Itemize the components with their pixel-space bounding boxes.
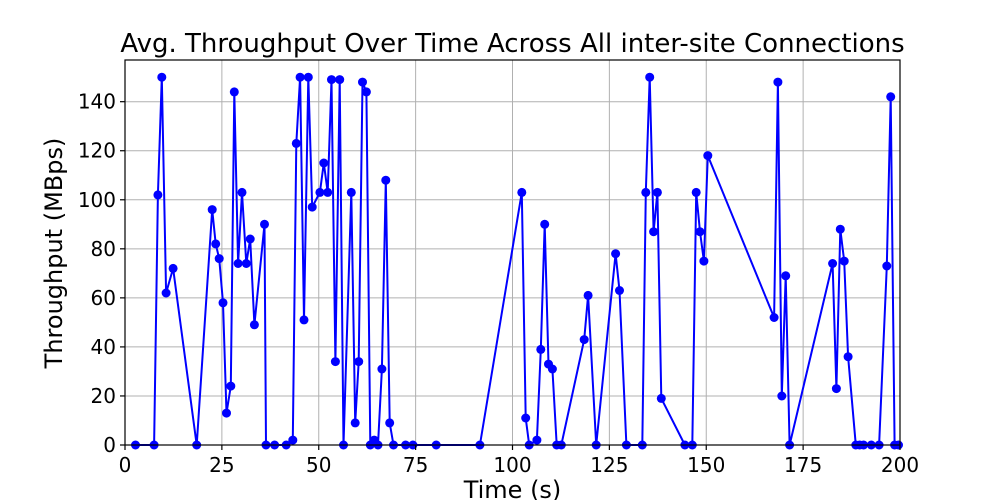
data-point (381, 175, 391, 185)
data-point (299, 315, 309, 325)
data-point (831, 384, 841, 394)
data-point (611, 249, 621, 259)
data-point (330, 357, 340, 367)
data-point (835, 224, 845, 234)
data-point (699, 256, 709, 266)
x-tick-label: 50 (306, 453, 331, 477)
data-point (218, 298, 228, 308)
data-point (583, 290, 593, 300)
data-point (291, 138, 301, 148)
data-point (517, 187, 527, 197)
y-tick-label: 140 (78, 90, 116, 114)
data-point (781, 271, 791, 281)
y-tick-label: 80 (91, 237, 116, 261)
data-point (303, 72, 313, 82)
data-point (769, 313, 779, 322)
series-throughput (131, 72, 903, 450)
data-point (777, 391, 787, 401)
data-point (361, 87, 371, 97)
y-tick-label: 40 (91, 335, 116, 359)
data-point (882, 261, 892, 271)
data-point (656, 393, 666, 403)
y-axis-label: Throughput (MBps) (40, 138, 68, 370)
data-point (323, 187, 333, 197)
y-tick-label: 100 (78, 188, 116, 212)
data-point (641, 187, 651, 197)
data-point (168, 263, 178, 273)
data-point (346, 187, 356, 197)
y-tick-label: 20 (91, 384, 116, 408)
data-point (843, 352, 853, 362)
data-point (260, 219, 269, 229)
data-point (828, 259, 838, 268)
data-point (645, 72, 655, 82)
data-point (703, 151, 713, 161)
data-point (214, 254, 224, 264)
data-point (327, 75, 336, 85)
x-tick-label: 100 (493, 453, 531, 477)
data-point (233, 259, 243, 268)
data-point (237, 187, 247, 197)
data-point (241, 259, 251, 268)
data-point (547, 364, 557, 374)
data-point (226, 381, 236, 391)
data-point (350, 418, 360, 428)
x-tick-label: 0 (119, 453, 132, 477)
data-point (245, 234, 255, 244)
data-point (295, 72, 305, 82)
data-point (358, 77, 367, 87)
data-point (319, 158, 329, 168)
data-point (335, 75, 345, 85)
x-tick-label: 175 (784, 453, 822, 477)
data-point (652, 187, 662, 197)
data-point (615, 286, 624, 295)
data-point (207, 205, 217, 215)
data-point (886, 92, 896, 102)
data-point (229, 87, 239, 97)
data-point (288, 435, 298, 445)
data-point (691, 187, 701, 197)
axes: 0 25 50 75 100 125 150 175 200 0 20 40 60 80 100 120 140 (78, 90, 919, 477)
data-point (536, 344, 546, 354)
x-tick-label: 200 (881, 453, 919, 477)
x-tick-label: 150 (687, 453, 725, 477)
data-point (773, 77, 783, 87)
y-tick-label: 60 (91, 286, 116, 310)
data-point (211, 239, 221, 249)
data-point (153, 190, 163, 200)
data-point (161, 288, 171, 298)
data-point (307, 202, 317, 212)
data-point (385, 418, 395, 428)
data-point (695, 227, 705, 237)
x-tick-label: 75 (403, 453, 428, 477)
data-point (222, 408, 231, 418)
data-point (377, 364, 387, 374)
y-tick-label: 120 (78, 139, 116, 163)
chart-title: Avg. Throughput Over Time Across All int… (120, 29, 904, 59)
data-point (354, 357, 364, 367)
data-point (315, 187, 325, 197)
data-point (540, 219, 550, 229)
x-tick-label: 25 (209, 453, 234, 477)
data-point (157, 72, 167, 82)
y-tick-label: 0 (103, 433, 116, 457)
data-point (532, 435, 542, 445)
data-point (521, 413, 531, 423)
data-point (649, 227, 659, 237)
data-point (579, 335, 589, 345)
x-axis-label: Time (s) (463, 476, 562, 500)
data-point (839, 256, 849, 266)
x-tick-label: 125 (590, 453, 628, 477)
data-point (249, 320, 259, 330)
